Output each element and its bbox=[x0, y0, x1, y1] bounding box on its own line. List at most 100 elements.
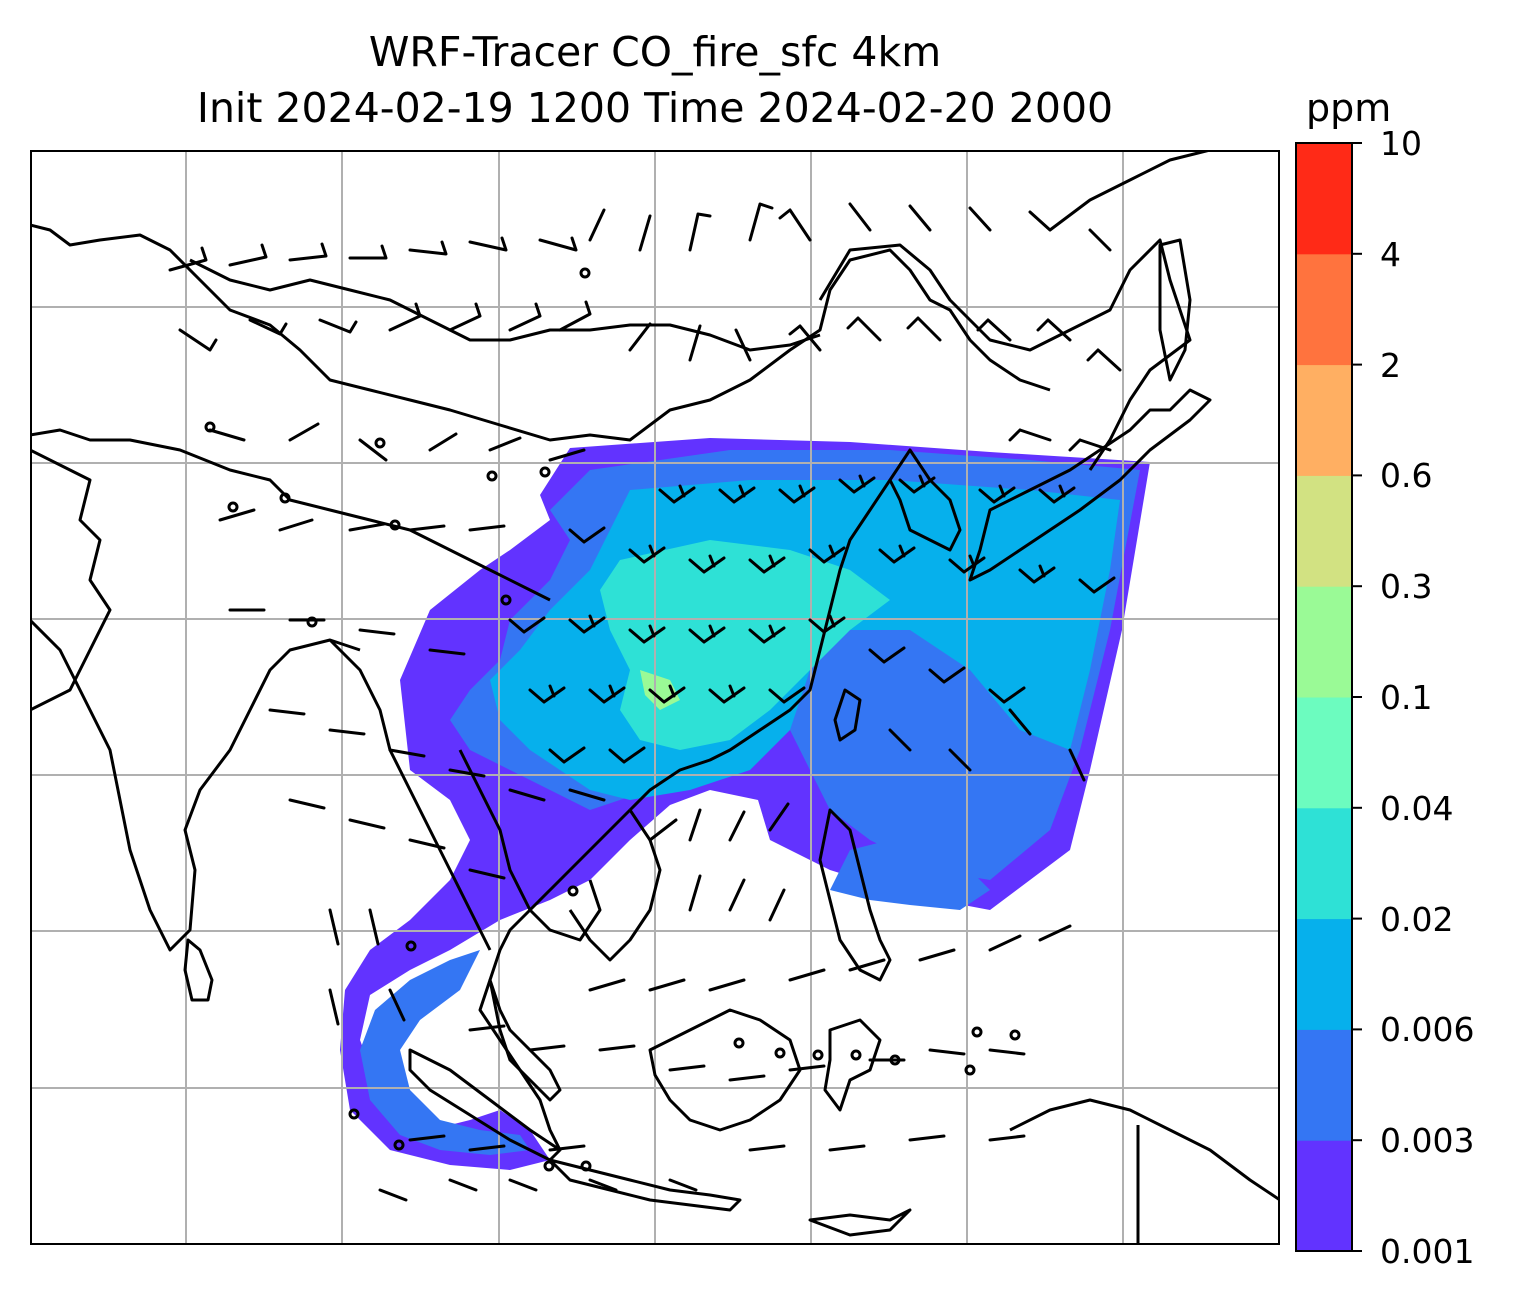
wind-barb bbox=[468, 1024, 506, 1032]
wind-barb bbox=[488, 436, 522, 452]
wind-barb bbox=[468, 1144, 506, 1152]
japan-coastline bbox=[968, 388, 1212, 582]
colorbar-tick-label: 0.02 bbox=[1380, 899, 1454, 939]
wind-barb bbox=[768, 686, 806, 704]
wind-barb bbox=[468, 524, 506, 532]
wind-barb bbox=[408, 838, 446, 850]
colorbar-tick-label: 0.1 bbox=[1380, 678, 1433, 717]
wind-barb bbox=[1038, 484, 1076, 504]
wind-barb bbox=[728, 878, 746, 912]
colorbar-band bbox=[1296, 475, 1352, 587]
wind-barb bbox=[448, 1178, 478, 1192]
colorbar-tick-label: 0.04 bbox=[1380, 788, 1454, 828]
calm-marker bbox=[774, 1047, 786, 1059]
colorbar-band bbox=[1296, 253, 1352, 366]
wind-barb bbox=[1088, 228, 1112, 252]
wind-barb bbox=[708, 978, 746, 992]
wind-barb bbox=[978, 484, 1016, 504]
wind-barb bbox=[878, 544, 916, 564]
wind-barb bbox=[328, 908, 340, 946]
wind-barb bbox=[288, 242, 328, 262]
wind-barb bbox=[288, 422, 320, 442]
wind-barb bbox=[748, 554, 786, 574]
colorbar-tick-label: 0.006 bbox=[1380, 1010, 1475, 1050]
wind-barb bbox=[918, 948, 956, 962]
sakhalin-coastline bbox=[1158, 238, 1192, 382]
wind-barb bbox=[178, 328, 218, 352]
wind-barb bbox=[428, 648, 466, 656]
wind-barb bbox=[948, 748, 972, 772]
wind-barb bbox=[808, 544, 846, 564]
timor-coastline bbox=[808, 1208, 912, 1237]
colorbar-band bbox=[1296, 586, 1352, 698]
wind-barb bbox=[168, 246, 208, 272]
wind-barb bbox=[1018, 564, 1056, 584]
colorbar-band bbox=[1296, 1140, 1352, 1252]
calm-marker bbox=[204, 421, 216, 433]
wind-barb bbox=[908, 1134, 946, 1142]
calm-marker bbox=[543, 1160, 555, 1172]
wind-barb bbox=[838, 474, 876, 494]
wind-barb bbox=[1028, 210, 1052, 232]
wind-barb bbox=[528, 1044, 566, 1052]
calm-marker bbox=[889, 1054, 901, 1066]
wind-barb bbox=[278, 518, 314, 532]
colorbar-unit: ppm bbox=[1306, 86, 1392, 130]
borneo-coastline bbox=[648, 1008, 802, 1132]
wind-barb bbox=[748, 202, 774, 242]
calm-marker bbox=[1009, 1029, 1021, 1041]
colorbar-tick-label: 0.003 bbox=[1380, 1121, 1475, 1161]
wind-barb bbox=[248, 318, 288, 336]
wind-barb bbox=[348, 244, 388, 260]
china-east-coast bbox=[628, 479, 892, 812]
calm-marker bbox=[580, 1160, 592, 1172]
wind-barb bbox=[906, 316, 942, 342]
wind-barb bbox=[598, 1044, 636, 1052]
wind-barb bbox=[508, 616, 546, 634]
wind-barb bbox=[988, 934, 1022, 952]
calm-marker bbox=[964, 1064, 976, 1076]
wind-barb bbox=[788, 324, 822, 352]
plume-level-0.003-east bbox=[830, 840, 990, 910]
calm-marker bbox=[850, 1049, 862, 1061]
calm-marker bbox=[486, 470, 498, 482]
wind-barb bbox=[378, 1188, 408, 1202]
wind-barb bbox=[288, 798, 326, 810]
wind-barb bbox=[688, 324, 702, 362]
calm-marker bbox=[579, 267, 591, 279]
wind-barb bbox=[1078, 576, 1116, 594]
wind-barb bbox=[358, 438, 388, 462]
calm-marker bbox=[374, 437, 386, 449]
colorbar bbox=[1295, 142, 1362, 1252]
wind-barb bbox=[868, 646, 906, 664]
java-coastline bbox=[548, 1158, 742, 1212]
map-title-line-2: Init 2024-02-19 1200 Time 2024-02-20 200… bbox=[196, 84, 1114, 132]
malaysia-peninsula bbox=[488, 978, 562, 1102]
india-coastline bbox=[30, 448, 112, 712]
philippines-coastline bbox=[818, 808, 892, 982]
calm-marker bbox=[500, 594, 512, 606]
wind-barb bbox=[788, 1064, 826, 1072]
wind-barb bbox=[268, 708, 306, 716]
wind-barb bbox=[628, 624, 666, 644]
colorbar-ticks bbox=[1352, 142, 1362, 1252]
wind-barb bbox=[588, 1178, 618, 1192]
map-frame bbox=[30, 150, 1280, 1245]
wind-barb bbox=[218, 508, 256, 522]
wind-barb bbox=[988, 686, 1026, 704]
wind-barb bbox=[976, 318, 1012, 342]
wind-barb bbox=[898, 474, 936, 494]
wind-barb bbox=[228, 243, 268, 267]
plume-level-0.1 bbox=[640, 670, 680, 710]
wind-barb bbox=[728, 1074, 766, 1082]
wind-barb bbox=[1068, 438, 1112, 452]
colorbar-bands bbox=[1296, 143, 1352, 1252]
wind-barb bbox=[588, 978, 626, 992]
colorbar-band bbox=[1296, 364, 1352, 476]
wind-barb bbox=[358, 628, 396, 636]
wind-barb bbox=[568, 788, 606, 802]
wind-barb bbox=[688, 808, 702, 842]
wind-barb bbox=[688, 212, 712, 252]
wind-barb bbox=[608, 746, 646, 764]
wind-barb bbox=[734, 328, 752, 362]
